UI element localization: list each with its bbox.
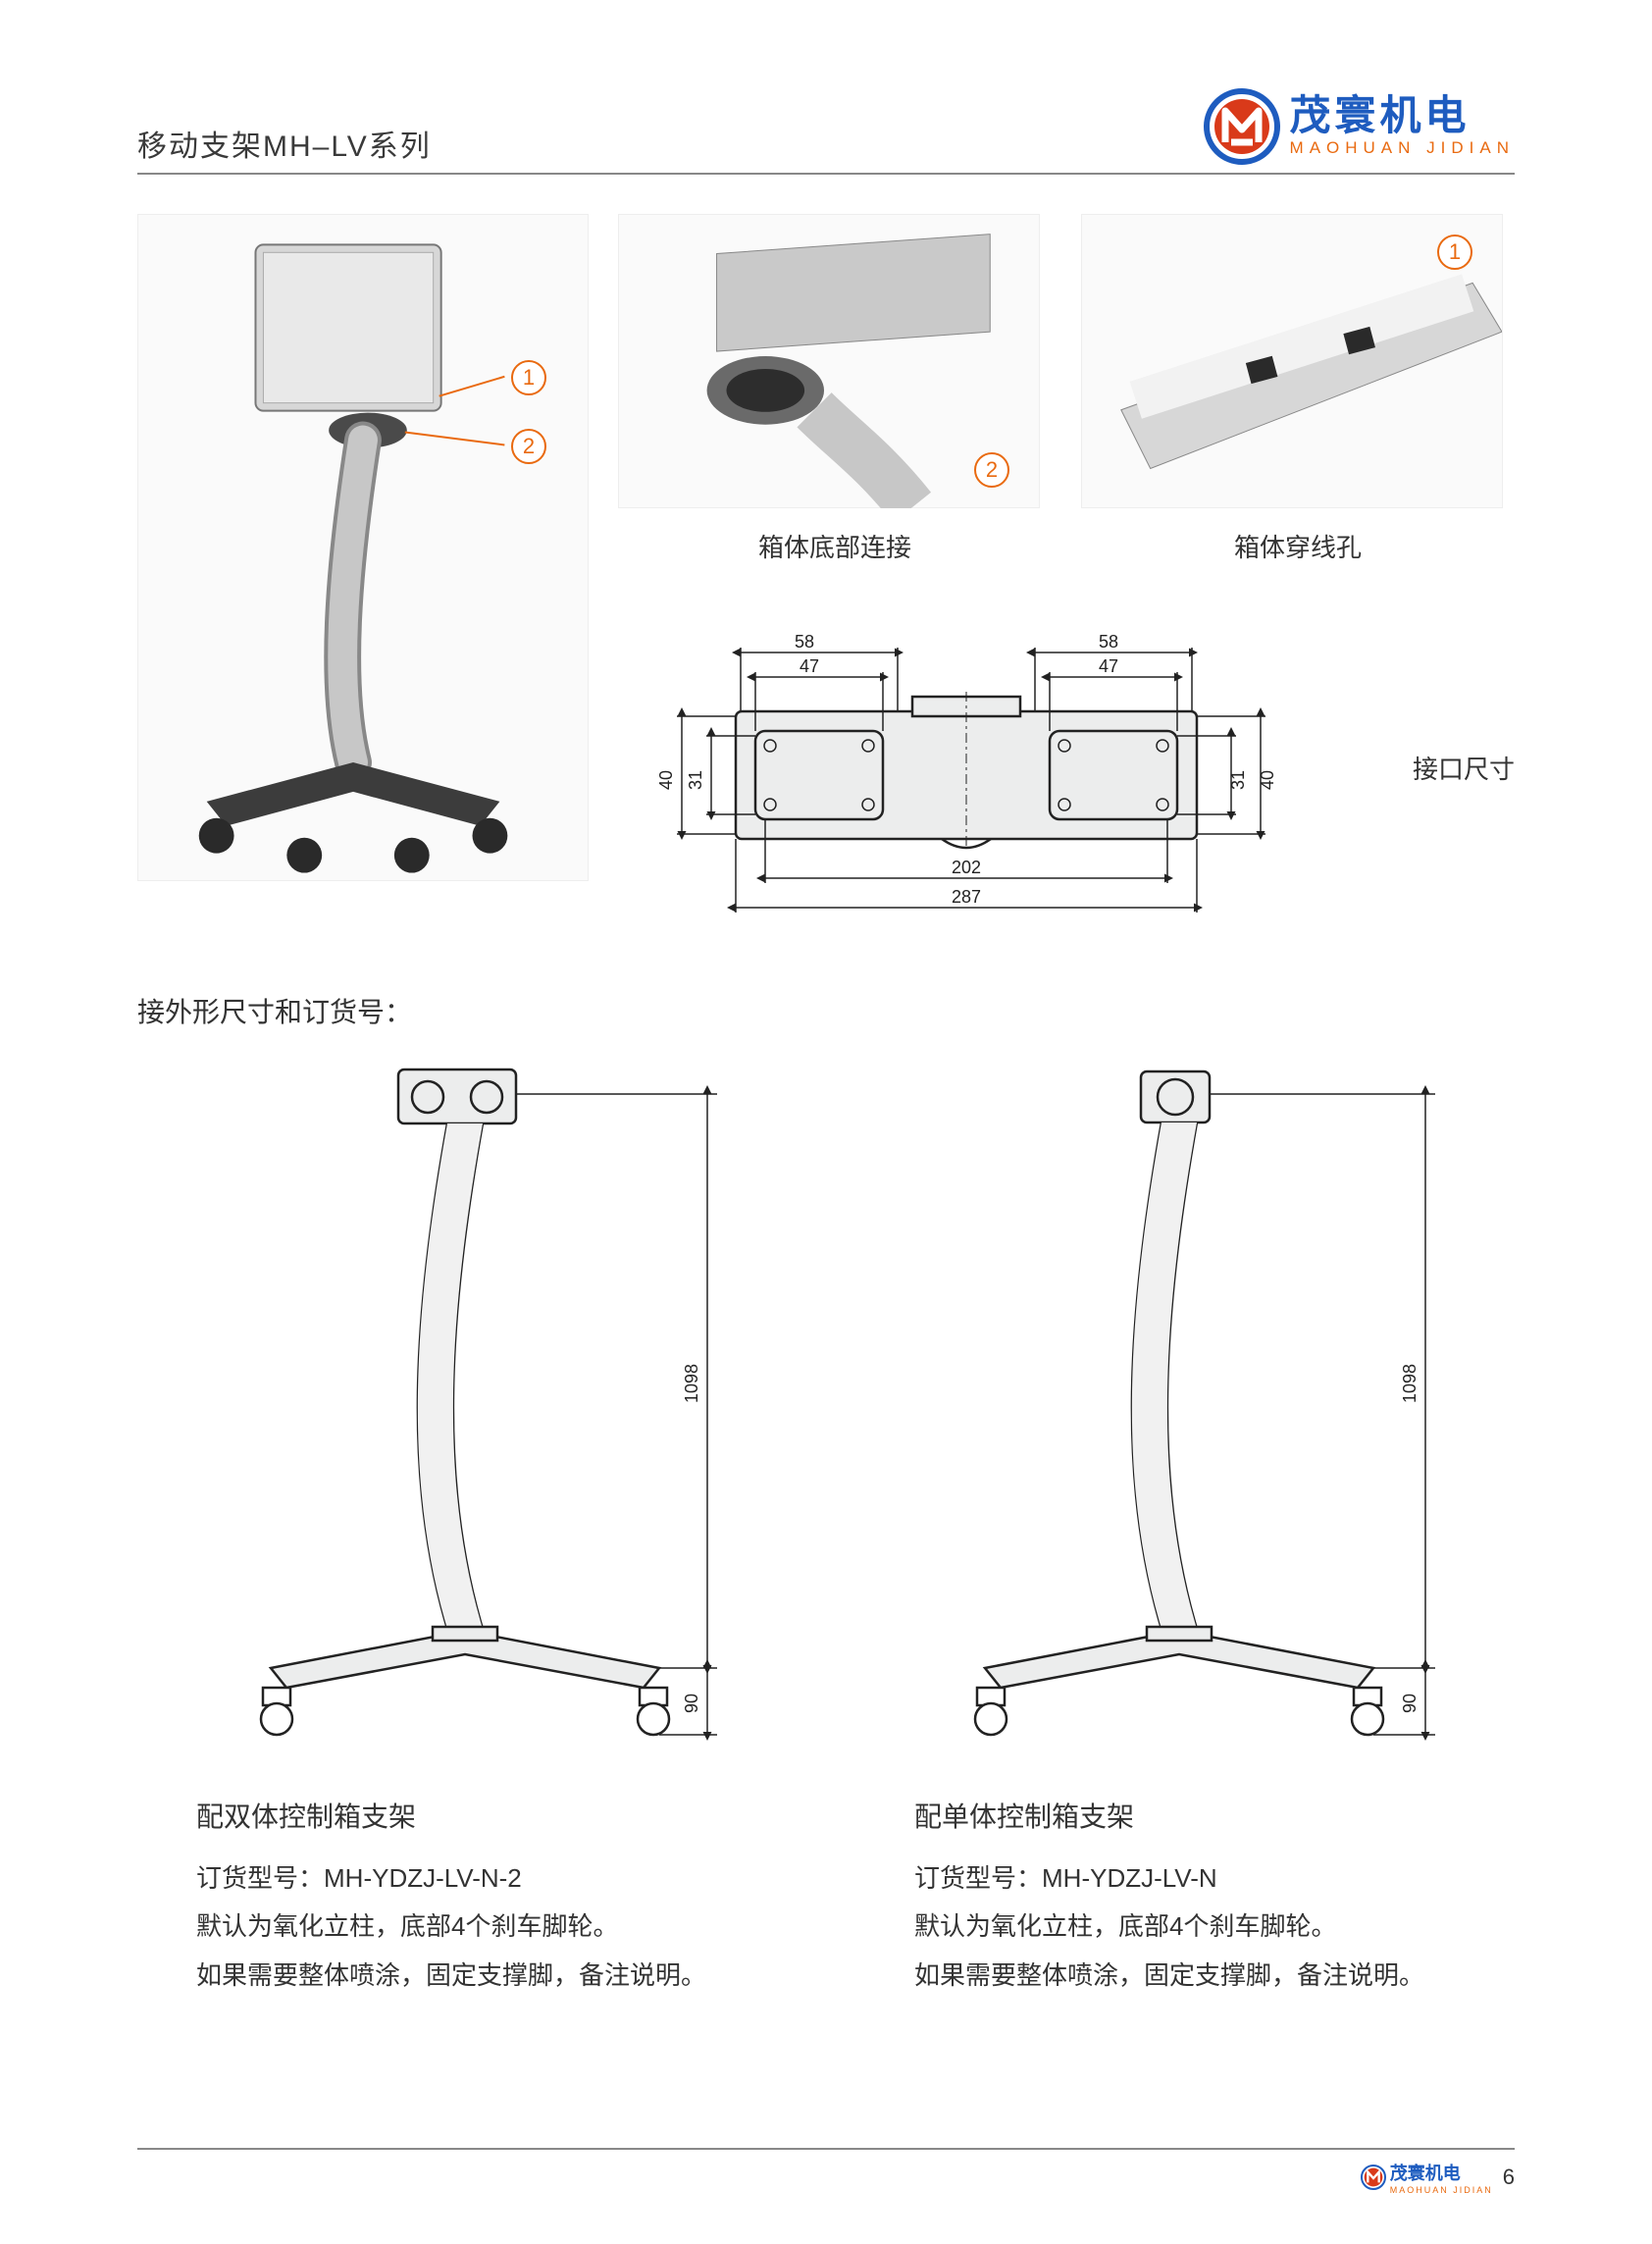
brand-logo-icon xyxy=(1204,88,1280,165)
brand-cn: 茂寰机电 xyxy=(1290,95,1515,136)
spec-title-left: 配双体控制箱支架 xyxy=(196,1796,797,1835)
callout-1: 1 xyxy=(511,360,546,395)
svg-text:31: 31 xyxy=(1228,770,1248,790)
spec-title-right: 配单体控制箱支架 xyxy=(914,1796,1515,1835)
brand-block: 茂寰机电 MAOHUAN JIDIAN xyxy=(1204,88,1515,165)
svg-text:40: 40 xyxy=(656,770,676,790)
svg-text:47: 47 xyxy=(1099,656,1118,676)
svg-text:31: 31 xyxy=(686,770,705,790)
note1-right: 默认为氧化立柱，底部4个刹车脚轮。 xyxy=(914,1903,1515,1951)
svg-text:1098: 1098 xyxy=(682,1364,701,1403)
drawing-single: 1098 90 xyxy=(855,1060,1515,1766)
callout-2: 2 xyxy=(511,429,546,464)
svg-text:90: 90 xyxy=(682,1694,701,1713)
product-photo-main: 1 2 xyxy=(137,214,589,881)
note1-left: 默认为氧化立柱，底部4个刹车脚轮。 xyxy=(196,1903,797,1951)
svg-text:47: 47 xyxy=(800,656,819,676)
svg-text:202: 202 xyxy=(952,858,981,877)
svg-text:1098: 1098 xyxy=(1400,1364,1420,1403)
svg-text:58: 58 xyxy=(795,632,814,652)
svg-text:287: 287 xyxy=(952,887,981,907)
section-title: 接外形尺寸和订货号： xyxy=(137,991,1515,1030)
callout-detail-2: 2 xyxy=(974,452,1009,488)
order-line-left: 订货型号：MH-YDZJ-LV-N-2 xyxy=(196,1854,797,1903)
detail-photo-wire-hole: 1 xyxy=(1081,214,1503,508)
svg-text:90: 90 xyxy=(1400,1694,1420,1713)
drawing-double: 1098 90 xyxy=(137,1060,797,1766)
detail-caption-left: 箱体底部连接 xyxy=(618,528,1052,564)
detail-photo-bottom-connect: 2 xyxy=(618,214,1040,508)
footer-logo: 茂寰机电 MAOHUAN JIDIAN xyxy=(1361,2160,1493,2195)
interface-label: 接口尺寸 xyxy=(1413,750,1515,786)
page-title: 移动支架MH–LV系列 xyxy=(137,122,432,165)
order-line-right: 订货型号：MH-YDZJ-LV-N xyxy=(914,1854,1515,1903)
note2-right: 如果需要整体喷涂，固定支撑脚，备注说明。 xyxy=(914,1952,1515,2000)
interface-diagram: 58 47 58 47 xyxy=(618,603,1383,932)
footer: 茂寰机电 MAOHUAN JIDIAN 6 xyxy=(137,2148,1515,2195)
header-rule xyxy=(137,173,1515,175)
note2-left: 如果需要整体喷涂，固定支撑脚，备注说明。 xyxy=(196,1952,797,2000)
svg-text:58: 58 xyxy=(1099,632,1118,652)
detail-caption-right: 箱体穿线孔 xyxy=(1081,528,1515,564)
brand-logo-icon xyxy=(1361,2165,1386,2190)
callout-detail-1: 1 xyxy=(1437,235,1472,270)
brand-en: MAOHUAN JIDIAN xyxy=(1290,138,1515,158)
page-number: 6 xyxy=(1503,2165,1515,2190)
header: 移动支架MH–LV系列 茂寰机电 MAOHUAN JIDIAN xyxy=(137,88,1515,165)
svg-text:40: 40 xyxy=(1258,770,1277,790)
